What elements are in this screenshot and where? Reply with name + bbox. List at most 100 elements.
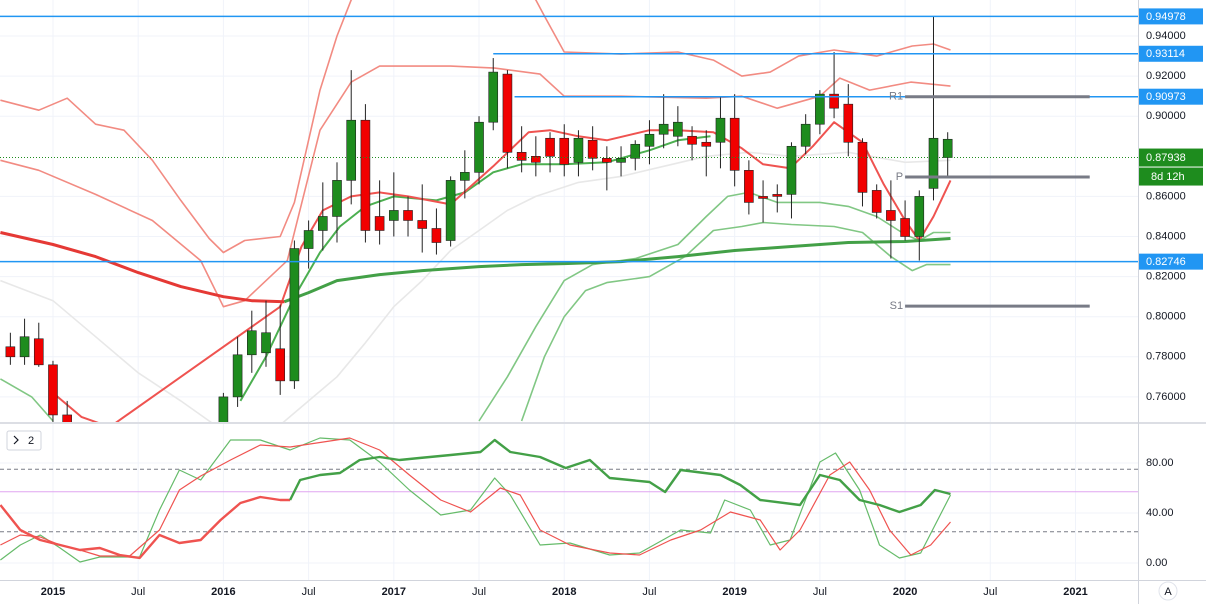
indicator-line (0, 0, 951, 254)
candle-body (332, 180, 342, 217)
candle-body (247, 330, 257, 356)
indicator-line (0, 231, 285, 304)
y-tick-label: 0.92000 (1146, 70, 1186, 82)
candle-body (516, 151, 527, 161)
y-tick-label: 0.76000 (1146, 391, 1186, 403)
scale-button-box[interactable] (1158, 581, 1178, 601)
candle-body (900, 218, 910, 237)
pivot-label: S1 (890, 300, 903, 312)
x-tick-label: 2019 (722, 586, 746, 598)
y-tick-label: 0.78000 (1146, 351, 1186, 363)
scale-button-label[interactable]: A (1164, 586, 1172, 598)
x-tick-label: Jul (472, 586, 486, 598)
x-tick-label: 2016 (211, 586, 235, 598)
pane-button[interactable]: 2 (6, 430, 42, 451)
y-tick-label: 0.94000 (1146, 30, 1186, 42)
candle-body (942, 138, 953, 158)
y-tick-label: 0.84000 (1146, 230, 1186, 242)
y-tick-label: 0.82000 (1146, 271, 1186, 283)
candle-body (488, 71, 499, 123)
candle-body (318, 216, 328, 231)
indicator-line (283, 237, 951, 304)
pivot-label: R1 (889, 91, 903, 103)
candle-body (303, 230, 314, 249)
candle-body (431, 228, 442, 243)
candle-body (389, 210, 399, 221)
candle-body (687, 135, 697, 145)
countdown-label: 8d 12h (1151, 171, 1185, 183)
candle-body (360, 119, 371, 231)
indicator-line (0, 65, 951, 308)
level-label: 0.90973 (1146, 91, 1186, 103)
candle-body (715, 117, 726, 143)
candle-body (573, 137, 584, 163)
candle-body (275, 348, 286, 382)
candle-body (616, 158, 626, 163)
level-label-box (1139, 45, 1203, 62)
candle-body (829, 93, 839, 109)
level-label-box (1139, 253, 1203, 270)
candle-body (232, 354, 243, 398)
candle-body (729, 117, 740, 171)
scale-button[interactable]: A (1158, 581, 1178, 601)
candle-body (403, 210, 413, 221)
candle-body (857, 141, 868, 193)
candle-body (218, 396, 229, 422)
candle-body (474, 121, 484, 173)
last-price-label: 0.87938 (1146, 152, 1186, 164)
candle-body (587, 139, 598, 159)
level-label: 0.94978 (1146, 11, 1186, 23)
y-tick-label: 0.90000 (1146, 110, 1186, 122)
candle-body (602, 158, 612, 163)
y-tick-label: 0.00 (1146, 557, 1167, 569)
candle-body (261, 332, 271, 354)
y-tick-label: 80.00 (1146, 457, 1174, 469)
x-tick-label: Jul (813, 586, 827, 598)
indicator-line (289, 438, 951, 514)
x-tick-label: 2017 (382, 586, 406, 598)
candle-body (460, 172, 470, 181)
countdown-box (1139, 167, 1203, 186)
candle-body (914, 196, 925, 237)
x-tick-label: Jul (302, 586, 316, 598)
candle-body (928, 137, 939, 189)
pane-button-box[interactable] (6, 430, 42, 451)
indicator-line (0, 378, 54, 422)
y-tick-label: 0.86000 (1146, 190, 1186, 202)
candle-body (772, 194, 783, 197)
x-tick-label: 2018 (552, 586, 576, 598)
candle-body (701, 141, 712, 147)
candle-body (545, 137, 555, 157)
candle-body (843, 103, 854, 143)
candle-body (48, 364, 58, 416)
x-tick-label: 2015 (41, 586, 65, 598)
chevron-icon (13, 435, 19, 445)
pivot-label: P (896, 171, 903, 183)
candle-body (800, 123, 811, 147)
level-label: 0.82746 (1146, 256, 1186, 268)
last-price-box (1139, 148, 1203, 167)
candle-body (19, 336, 30, 358)
candle-body (374, 216, 385, 231)
pane-button-label[interactable]: 2 (28, 435, 34, 447)
candle-body (871, 190, 882, 213)
candle-body (559, 137, 570, 165)
candle-body (502, 73, 513, 153)
candle-body (346, 119, 357, 181)
candle-body (644, 133, 655, 147)
y-tick-label: 0.80000 (1146, 311, 1186, 323)
x-tick-label: 2021 (1063, 586, 1087, 598)
candle-body (289, 248, 300, 382)
candle-body (445, 180, 456, 241)
candle-body (673, 121, 683, 137)
indicator-line (0, 437, 952, 563)
candle-body (758, 196, 768, 199)
level-label-box (1139, 8, 1203, 25)
candle-body (62, 414, 72, 422)
x-tick-label: Jul (983, 586, 997, 598)
level-label-box (1139, 88, 1203, 105)
level-label: 0.93114 (1146, 48, 1185, 60)
candle-body (630, 143, 641, 159)
